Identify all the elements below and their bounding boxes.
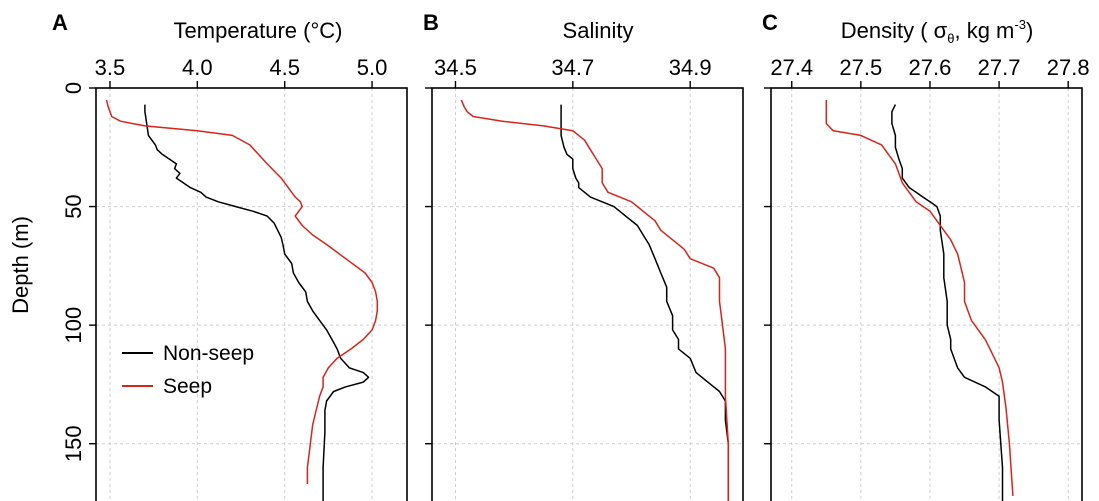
x-tick-label: 34.5 xyxy=(434,55,477,80)
y-tick-label: 50 xyxy=(61,194,86,218)
panel-temperature: A Temperature (°C) 3.5 4.0 4.5 5.0 0 50 100 150… xyxy=(8,10,408,501)
axis-temperature: 3.5 4.0 4.5 5.0 0 50 100 150 xyxy=(61,55,387,462)
x-tick-label: 3.5 xyxy=(95,55,126,80)
y-tick-label: 0 xyxy=(61,82,86,94)
panel-salinity: B Salinity 34.5 34.7 34.9 xyxy=(423,10,744,501)
x-tick-label: 27.4 xyxy=(770,55,813,80)
panel-letter-b: B xyxy=(423,10,439,35)
panel-title-temperature: Temperature (°C) xyxy=(174,18,343,43)
panel-letter-c: C xyxy=(762,10,778,35)
series-line-seep xyxy=(460,99,730,501)
legend-label-non-seep: Non-seep xyxy=(163,342,254,365)
grid-density xyxy=(771,87,1082,501)
series-line-non-seep xyxy=(560,104,730,501)
x-tick-label: 4.0 xyxy=(182,55,213,80)
x-tick-label: 27.7 xyxy=(978,55,1021,80)
x-tick-label: 34.9 xyxy=(669,55,712,80)
x-tick-label: 27.5 xyxy=(839,55,882,80)
y-tick-label: 150 xyxy=(61,425,86,462)
plot-frame-temperature xyxy=(95,87,408,501)
legend-label-seep: Seep xyxy=(163,375,212,398)
x-tick-label: 27.6 xyxy=(909,55,952,80)
series-density xyxy=(825,99,1014,501)
series-line-seep xyxy=(105,99,379,484)
panel-density: C Density ( σθ, kg m-3) 27.4 27.5 27.6 27.7… xyxy=(762,10,1090,501)
x-tick-label: 27.8 xyxy=(1047,55,1090,80)
plot-frame-salinity xyxy=(431,87,744,501)
panel-title-salinity: Salinity xyxy=(563,18,634,43)
panel-letter-a: A xyxy=(52,10,68,35)
series-temperature xyxy=(105,99,379,501)
panel-title-density: Density ( σθ, kg m-3) xyxy=(841,17,1034,46)
x-tick-label: 5.0 xyxy=(357,55,388,80)
y-tick-label: 100 xyxy=(61,307,86,344)
legend: Non-seep Seep xyxy=(122,342,254,398)
series-salinity xyxy=(460,99,730,501)
axis-salinity: 34.5 34.7 34.9 xyxy=(425,55,712,445)
y-axis-label: Depth (m) xyxy=(8,216,33,314)
series-line-seep xyxy=(825,99,1014,496)
series-line-non-seep xyxy=(144,104,370,501)
x-tick-label: 34.7 xyxy=(551,55,594,80)
grid-temperature xyxy=(96,87,407,501)
axis-density: 27.4 27.5 27.6 27.7 27.8 xyxy=(764,55,1090,445)
plot-frame-density xyxy=(770,87,1083,501)
x-tick-label: 4.5 xyxy=(269,55,300,80)
grid-salinity xyxy=(432,87,743,501)
series-line-non-seep xyxy=(891,104,1004,501)
